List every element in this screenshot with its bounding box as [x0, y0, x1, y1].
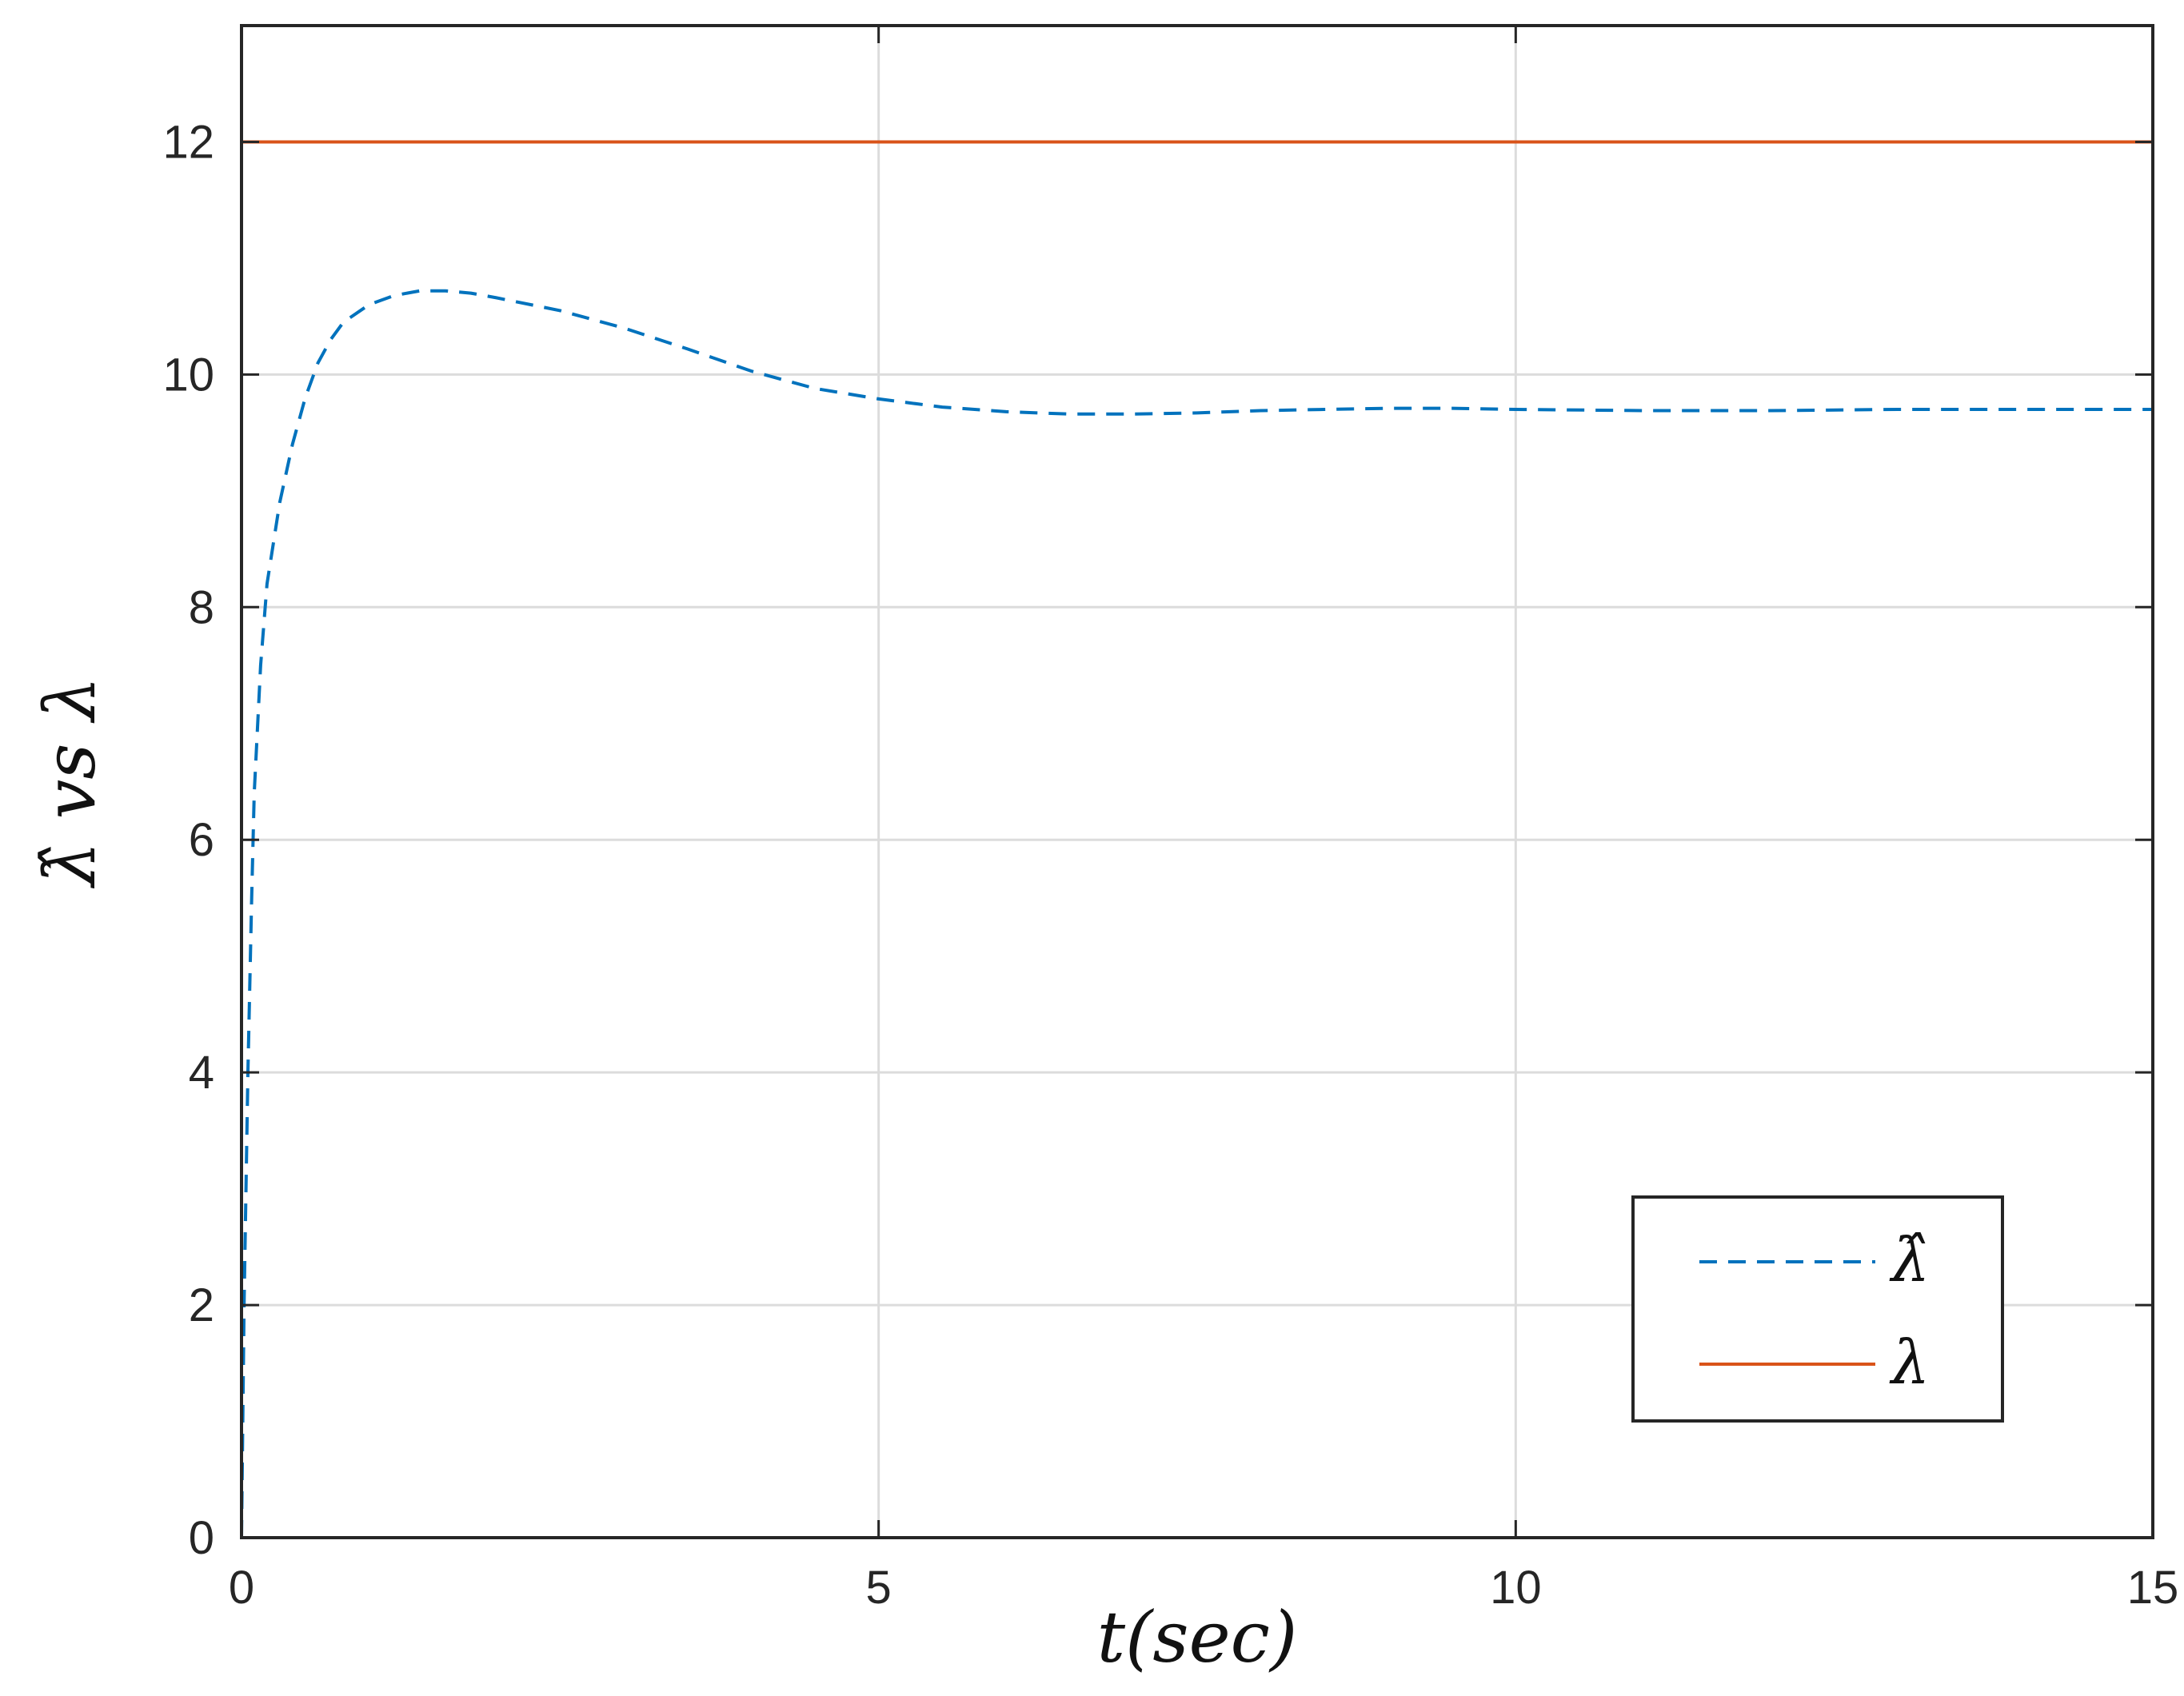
x-tick-label: 10: [1490, 1562, 1542, 1614]
x-axis-label: t(sec): [1097, 1596, 1298, 1678]
y-tick-label: 10: [162, 349, 214, 401]
y-axis-label: λ̂ vs λ: [29, 676, 111, 888]
series-line-lambda-hat: [240, 289, 2153, 1538]
y-tick-label: 2: [189, 1279, 214, 1331]
plot-frame: [240, 24, 2154, 1539]
legend: λ̂ λ: [1631, 1195, 2004, 1423]
y-tick-label: 0: [189, 1512, 214, 1564]
y-tick-label: 6: [189, 814, 214, 866]
y-tick-label: 8: [189, 581, 214, 633]
x-tick-label: 5: [866, 1562, 892, 1614]
series-layer: [240, 140, 2153, 1538]
x-tick-label: 0: [229, 1562, 254, 1614]
y-tick-label: 4: [189, 1047, 214, 1099]
tick-layer: 0 5 10 15 0 2 4 6 8 10 12: [162, 26, 2178, 1614]
legend-label-lambda-hat: λ̂: [1889, 1224, 1930, 1295]
legend-box: [1631, 1195, 2004, 1423]
y-tick-label: 12: [162, 116, 214, 168]
legend-label-lambda: λ: [1889, 1327, 1930, 1398]
x-tick-label: 15: [2127, 1562, 2179, 1614]
